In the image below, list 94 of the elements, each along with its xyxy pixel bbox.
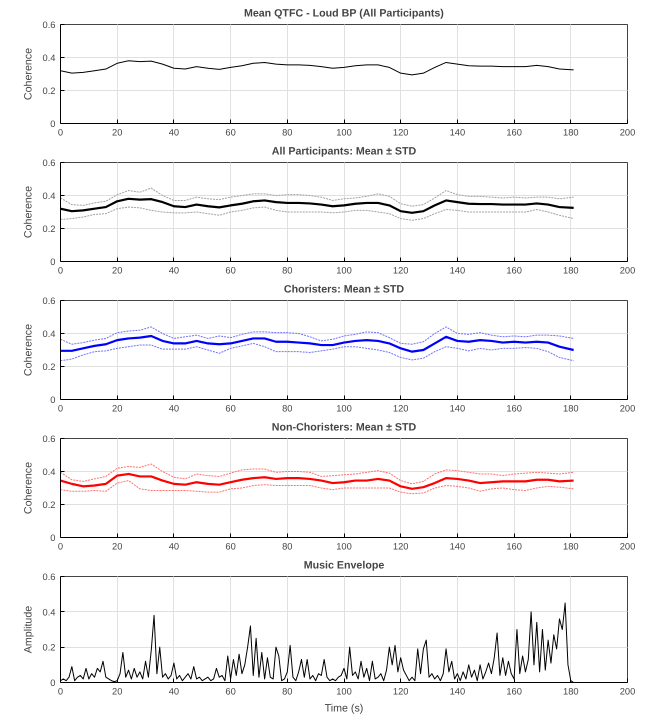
y-tick-label: 0.2	[42, 86, 56, 96]
y-tick-label: 0	[50, 257, 56, 267]
x-tick-label: 40	[168, 266, 180, 276]
x-tick-label: 100	[336, 542, 352, 552]
y-axis-title: Coherence	[22, 48, 35, 100]
x-tick-label: 100	[336, 266, 352, 276]
x-tick-label: 20	[112, 128, 122, 138]
y-tick-label: 0.4	[42, 53, 56, 63]
line-series	[60, 472, 575, 490]
y-tick-label: 0.6	[42, 572, 56, 582]
chart-title: Mean QTFC - Loud BP (All Participants)	[244, 8, 444, 20]
x-tick-label: 40	[168, 542, 180, 552]
chart-title: All Participants: Mean ± STD	[272, 146, 417, 158]
y-axis-title: Coherence	[22, 324, 35, 376]
x-tick-label: 120	[392, 128, 408, 138]
y-tick-label: 0.4	[42, 329, 56, 339]
x-tick-label: 20	[112, 686, 122, 696]
y-tick-label: 0.2	[42, 642, 56, 653]
line-series	[60, 464, 574, 484]
x-tick-label: 20	[112, 266, 122, 276]
x-tick-label: 100	[336, 128, 352, 138]
x-tick-label: 80	[282, 266, 293, 276]
x-tick-label: 40	[168, 404, 180, 414]
x-tick-label: 0	[58, 686, 64, 696]
y-tick-label: 0.2	[42, 362, 56, 372]
y-tick-label: 0.4	[42, 467, 56, 477]
y-tick-label: 0.4	[42, 191, 56, 201]
x-axis-title: Time (s)	[324, 702, 364, 714]
x-tick-label: 140	[450, 404, 466, 414]
x-tick-label: 140	[450, 128, 466, 138]
x-tick-label: 0	[58, 266, 64, 276]
x-tick-label: 120	[392, 404, 408, 414]
x-tick-label: 100	[336, 404, 352, 414]
y-tick-label: 0.2	[42, 224, 56, 234]
x-tick-label: 0	[58, 128, 64, 138]
y-tick-label: 0.2	[42, 500, 56, 510]
x-tick-label: 160	[506, 266, 522, 276]
x-tick-label: 160	[506, 404, 522, 414]
x-tick-label: 120	[392, 542, 408, 552]
x-tick-label: 200	[620, 266, 636, 276]
x-tick-label: 100	[336, 686, 352, 696]
y-axis-title: Amplitude	[22, 606, 35, 654]
x-tick-label: 60	[225, 266, 236, 276]
y-tick-label: 0.6	[42, 434, 56, 444]
y-tick-label: 0	[50, 533, 56, 543]
y-tick-label: 0.4	[42, 607, 56, 618]
x-tick-label: 180	[563, 686, 579, 696]
x-tick-label: 0	[58, 542, 64, 552]
line-series	[60, 342, 574, 362]
line-series	[60, 480, 574, 494]
x-tick-label: 180	[563, 266, 579, 276]
x-tick-label: 180	[563, 542, 579, 552]
y-tick-label: 0	[50, 395, 56, 405]
x-tick-label: 200	[620, 128, 636, 138]
x-tick-label: 180	[563, 404, 579, 414]
y-tick-label: 0.6	[42, 20, 56, 30]
y-tick-label: 0.6	[42, 296, 56, 306]
x-tick-label: 120	[392, 266, 408, 276]
x-tick-label: 0	[58, 404, 64, 414]
y-tick-label: 0	[50, 678, 56, 688]
x-tick-label: 40	[168, 686, 180, 696]
x-tick-label: 80	[282, 128, 293, 138]
x-tick-label: 200	[620, 404, 636, 414]
chart-title: Music Envelope	[304, 560, 384, 572]
x-tick-label: 140	[450, 266, 466, 276]
line-series	[60, 326, 574, 345]
y-tick-label: 0	[50, 119, 56, 129]
x-tick-label: 20	[112, 542, 122, 552]
x-tick-label: 60	[225, 404, 236, 414]
x-tick-label: 200	[620, 686, 636, 696]
x-tick-label: 80	[282, 542, 293, 552]
x-tick-label: 180	[563, 128, 579, 138]
x-tick-label: 80	[282, 404, 293, 414]
x-tick-label: 20	[112, 404, 122, 414]
x-tick-label: 160	[506, 128, 522, 138]
y-tick-label: 0.6	[42, 158, 56, 168]
x-tick-label: 60	[225, 686, 236, 696]
line-series	[60, 188, 574, 207]
x-tick-label: 40	[168, 128, 180, 138]
y-axis-title: Coherence	[22, 186, 35, 238]
y-axis-title: Coherence	[22, 462, 35, 514]
x-tick-label: 120	[392, 686, 408, 696]
chart-title: Non-Choristers: Mean ± STD	[272, 422, 416, 434]
x-tick-label: 60	[225, 542, 236, 552]
x-tick-label: 60	[225, 128, 236, 138]
x-tick-label: 140	[450, 686, 466, 696]
chart-title: Choristers: Mean ± STD	[284, 284, 404, 296]
line-series	[60, 206, 574, 221]
x-tick-label: 200	[620, 542, 636, 552]
x-tick-label: 140	[450, 542, 466, 552]
line-series	[60, 334, 575, 353]
x-tick-label: 160	[506, 542, 522, 552]
x-tick-label: 160	[506, 686, 522, 696]
x-tick-label: 80	[282, 686, 293, 696]
